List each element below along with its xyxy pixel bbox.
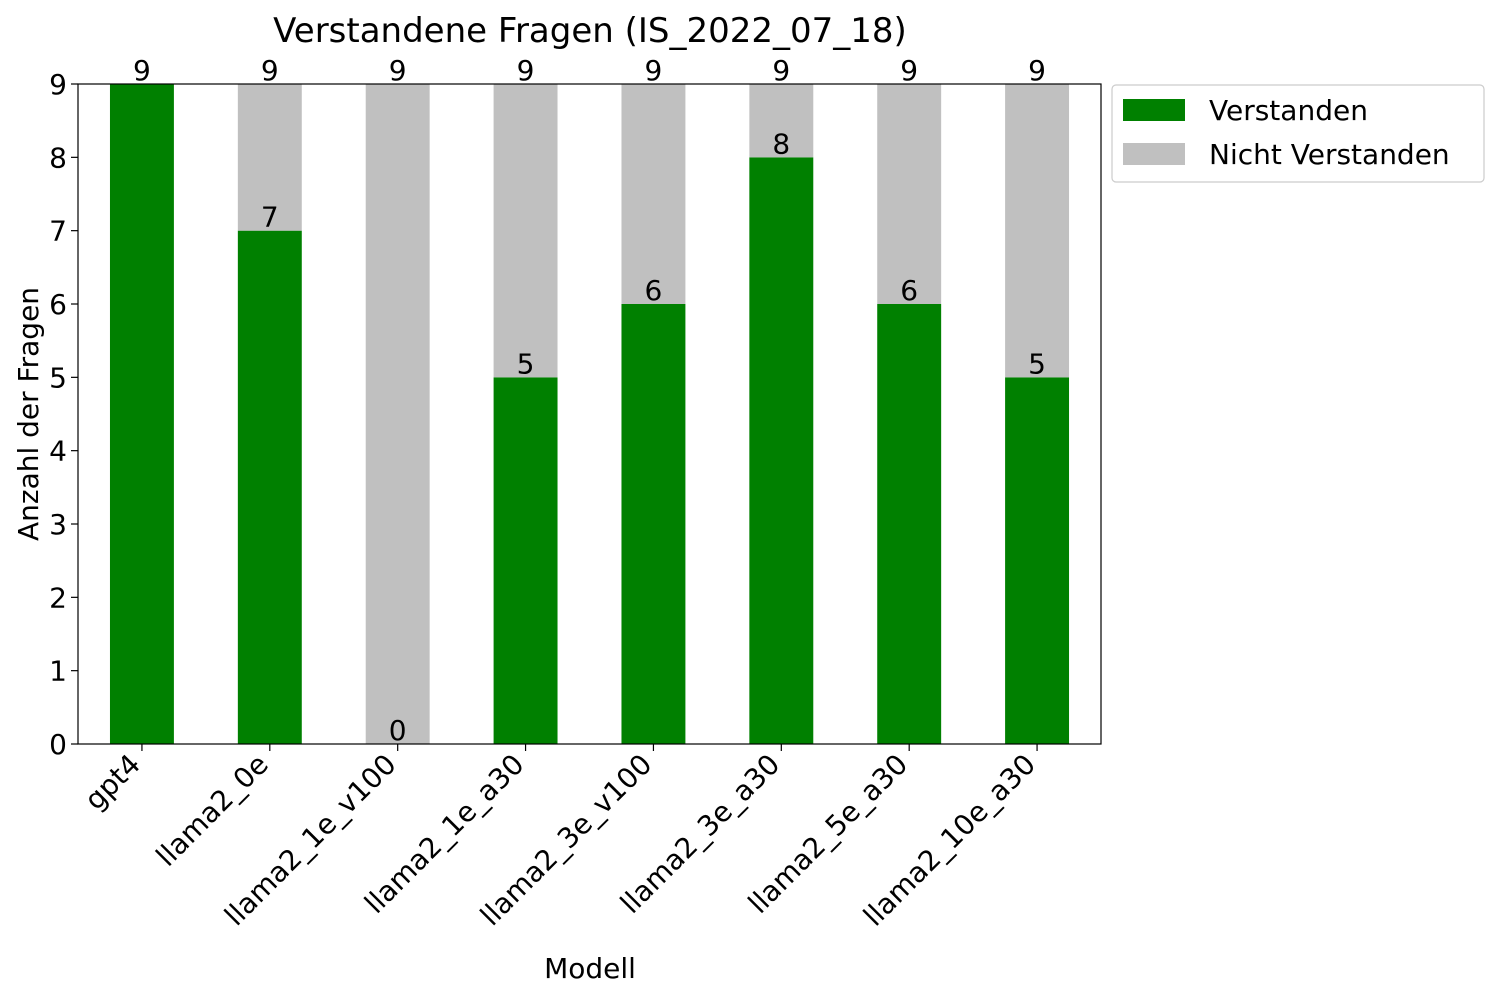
data-label-verstanden-llama2-1e-v100: 0 [389, 714, 407, 747]
bar-nicht-verstanden-llama2-3e-v100 [621, 84, 686, 304]
bar-nicht-verstanden-llama2-0e [237, 84, 302, 231]
data-label-verstanden-llama2-5e-a30: 6 [900, 274, 918, 307]
chart-title: Verstandene Fragen (IS_2022_07_18) [273, 11, 907, 51]
x-tick-label-gpt4: gpt4 [78, 748, 147, 817]
bar-verstanden-llama2-0e [237, 230, 302, 744]
legend-label-nicht-verstanden: Nicht Verstanden [1209, 138, 1450, 171]
bar-nicht-verstanden-llama2-1e-a30 [493, 84, 558, 378]
data-label-verstanden-llama2-3e-a30: 8 [772, 127, 790, 160]
data-label-total-llama2-0e: 9 [261, 54, 279, 87]
legend: Verstanden Nicht Verstanden [1111, 84, 1485, 183]
data-labels: 7 0 5 6 8 6 5 9 9 9 9 9 9 9 9 [133, 54, 1046, 747]
x-axis: gpt4 llama2_0ellama2_1e_v100llama2_1e_a30… [78, 744, 1042, 933]
y-axis-label: Anzahl der Fragen [12, 287, 45, 541]
plot-frame [77, 83, 1102, 745]
y-tick-label: 4 [49, 435, 67, 468]
y-tick-label: 0 [49, 728, 67, 761]
bar-nicht-verstanden-llama2-10e-a30 [1005, 84, 1070, 378]
data-label-verstanden-llama2-0e: 7 [261, 201, 279, 234]
bar-verstanden-llama2-10e-a30 [1005, 377, 1070, 744]
y-tick-label: 3 [49, 508, 67, 541]
legend-frame [1111, 84, 1485, 183]
data-label-verstanden-llama2-3e-v100: 6 [645, 274, 663, 307]
bar-verstanden-llama2-3e-v100 [621, 304, 686, 744]
bar-verstanden-gpt4 [109, 84, 174, 744]
bar-verstanden-llama2-1e-a30 [493, 377, 558, 744]
data-label-total-llama2-10e-a30: 9 [1028, 54, 1046, 87]
bar-nicht-verstanden-llama2-5e-a30 [877, 84, 942, 304]
data-label-total-llama2-3e-v100: 9 [645, 54, 663, 87]
x-axis-label: Modell [544, 952, 636, 985]
data-label-verstanden-llama2-1e-a30: 5 [517, 347, 535, 380]
y-tick-label: 2 [49, 581, 67, 614]
bar-group [109, 84, 1070, 745]
y-tick-label: 8 [49, 141, 67, 174]
x-tick-label-llama2-0e: llama2_0e [150, 748, 275, 873]
y-tick-label: 7 [49, 215, 67, 248]
data-label-total-gpt4: 9 [133, 54, 151, 87]
y-tick-label: 9 [49, 68, 67, 101]
data-label-total-llama2-1e-v100: 9 [389, 54, 407, 87]
y-tick-label: 6 [49, 288, 67, 321]
data-label-verstanden-llama2-10e-a30: 5 [1028, 347, 1046, 380]
y-tick-label: 1 [49, 655, 67, 688]
bar-nicht-verstanden-llama2-3e-a30 [749, 84, 814, 158]
bar-verstanden-llama2-3e-a30 [749, 157, 814, 745]
data-label-total-llama2-1e-a30: 9 [517, 54, 535, 87]
bar-nicht-verstanden-llama2-1e-v100 [365, 84, 430, 744]
data-label-total-llama2-5e-a30: 9 [900, 54, 918, 87]
y-axis: 0 1 2 3 4 5 6 7 8 9 [49, 68, 78, 761]
legend-swatch-nicht-verstanden [1123, 143, 1185, 165]
legend-swatch-verstanden [1123, 99, 1185, 121]
data-label-total-llama2-3e-a30: 9 [772, 54, 790, 87]
legend-label-verstanden: Verstanden [1209, 94, 1368, 127]
y-tick-label: 5 [49, 361, 67, 394]
bar-verstanden-llama2-5e-a30 [877, 304, 942, 744]
